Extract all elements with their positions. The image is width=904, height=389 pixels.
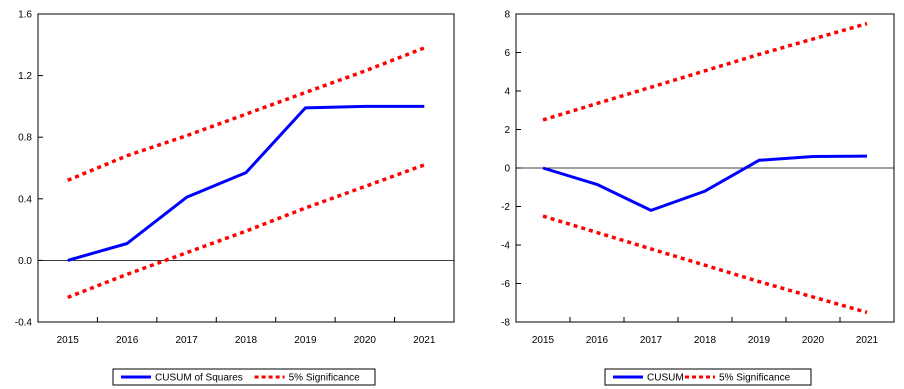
series-line-stat — [67, 104, 425, 262]
y-tick-label: 1.2 — [18, 71, 32, 82]
y-tick-label: -4 — [501, 241, 510, 252]
legend-label: 5% Significance — [719, 373, 791, 384]
x-tick-label: 2018 — [694, 335, 717, 346]
y-tick-label: 0 — [504, 164, 510, 175]
x-tick-label: 2017 — [640, 335, 663, 346]
x-tick-label: 2017 — [175, 335, 198, 346]
y-tick-label: 6 — [504, 48, 510, 59]
chart-2: -8 -6 -4 -2 0 2 4 6 8 2015 2016 2017 2018 2019 2020 202… — [501, 10, 895, 386]
x-tick-label: 2015 — [532, 335, 555, 346]
x-tick-label: 2016 — [116, 335, 139, 346]
x-tick-label: 2019 — [294, 335, 317, 346]
series-line-upper-bound — [67, 46, 425, 182]
plot-frame — [37, 13, 455, 323]
y-tick-label: 2 — [504, 125, 510, 136]
legend-box — [112, 368, 376, 386]
y-tick-label: 8 — [504, 10, 510, 21]
y-tick-label: 0.4 — [18, 194, 32, 205]
chart-1: -0.4 0.0 0.4 0.8 1.2 1.6 2015 2016 2017 2018 2019 2… — [15, 10, 455, 386]
legend: CUSUM of Squares 5% Significance — [112, 368, 376, 386]
legend: CUSUM 5% Significance — [604, 368, 812, 386]
x-tick-label: 2021 — [413, 335, 436, 346]
x-tick-label: 2020 — [354, 335, 377, 346]
x-tick-label: 2019 — [748, 335, 771, 346]
x-tick-label: 2015 — [57, 335, 80, 346]
legend-label: CUSUM — [647, 373, 684, 384]
series-line-upper-bound — [542, 21, 868, 122]
legend-label: 5% Significance — [289, 373, 361, 384]
series-line-stat — [542, 154, 868, 212]
series-line-lower-bound — [542, 214, 868, 315]
y-tick-label: -0.4 — [15, 318, 33, 329]
y-tick-label: -2 — [501, 202, 510, 213]
y-tick-label: -6 — [501, 279, 510, 290]
x-tick-label: 2018 — [235, 335, 258, 346]
y-tick-label: 0.8 — [18, 133, 32, 144]
series-line-lower-bound — [67, 163, 425, 300]
x-tick-label: 2021 — [856, 335, 879, 346]
y-tick-label: 0.0 — [18, 256, 32, 267]
x-tick-label: 2016 — [586, 335, 609, 346]
y-tick-label: 4 — [504, 87, 510, 98]
y-tick-label: -8 — [501, 318, 510, 329]
legend-label: CUSUM of Squares — [155, 373, 243, 384]
x-tick-label: 2020 — [802, 335, 825, 346]
y-tick-label: 1.6 — [18, 10, 32, 21]
